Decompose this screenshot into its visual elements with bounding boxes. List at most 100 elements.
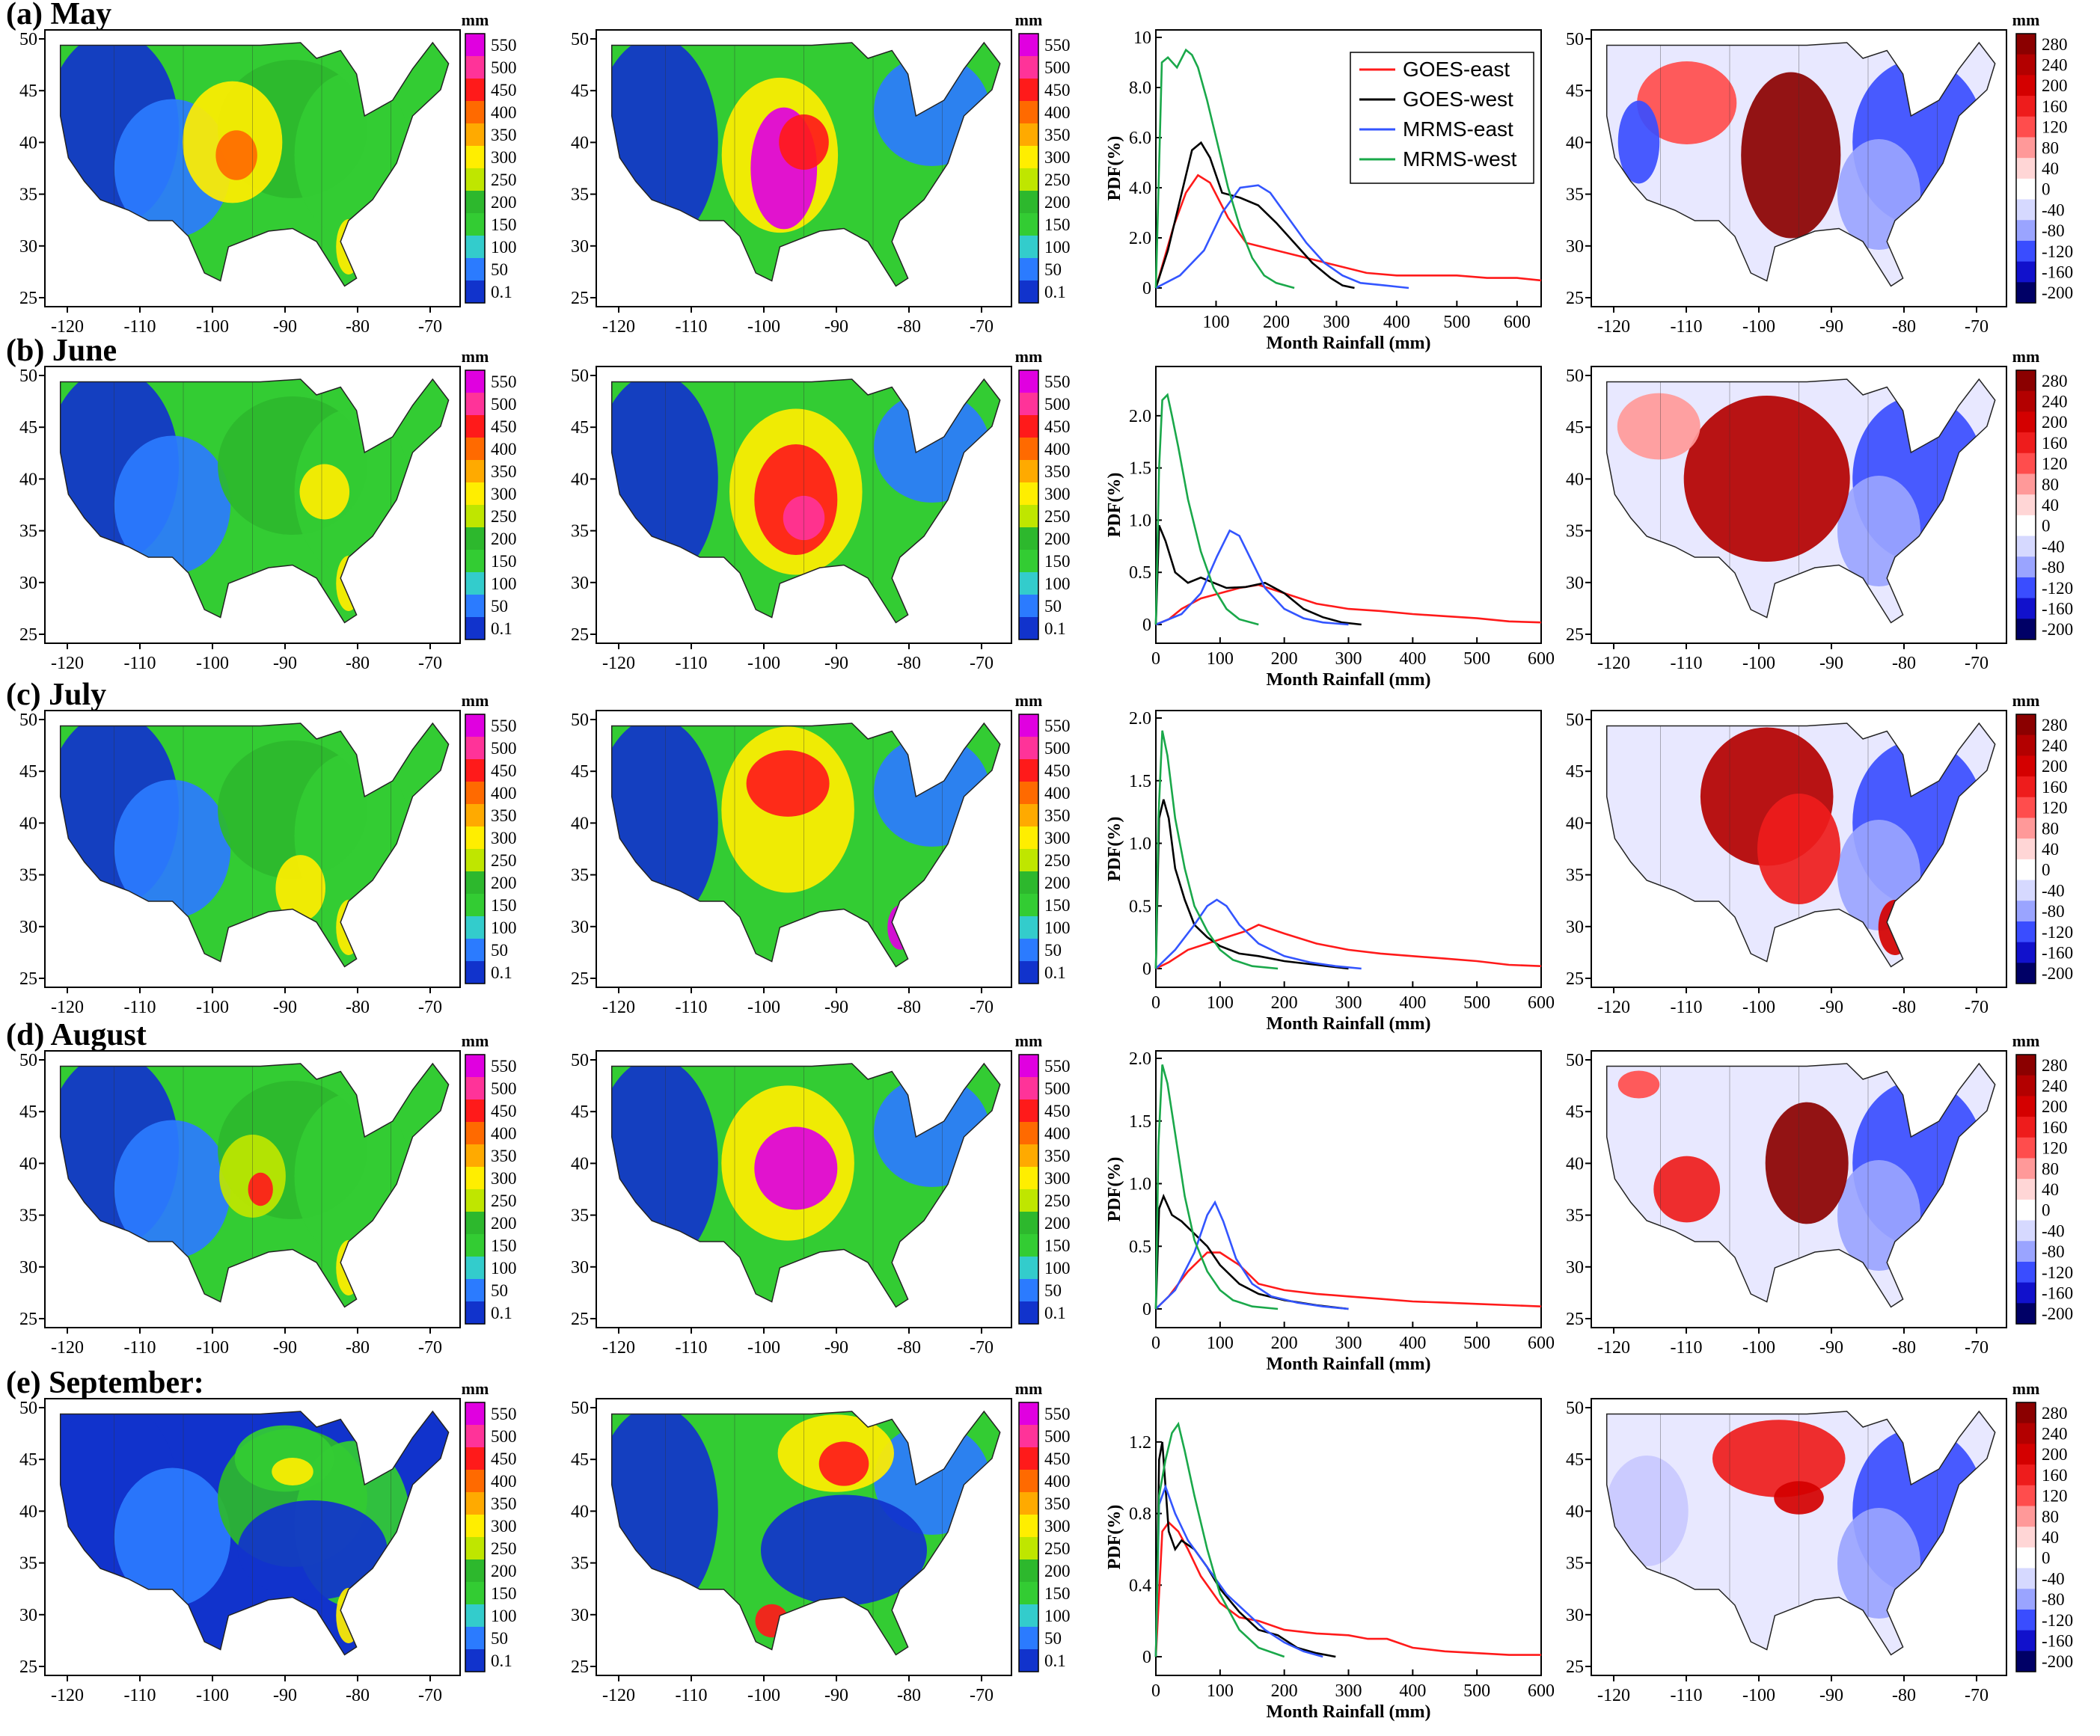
lon-tick-label: -90 <box>824 1686 848 1705</box>
colorbar-tick-label: 150 <box>1044 552 1071 571</box>
colorbar-tick-label: 450 <box>491 761 517 780</box>
colorbar-unit: mm <box>462 691 489 710</box>
us-outline <box>59 1410 450 1656</box>
colorbar-swatch <box>465 1425 485 1448</box>
colorbar-tick-label: 100 <box>1044 238 1071 257</box>
map-panel: -120 -110 -100 -90 -80 -70 50 45 40 35 30 25 <box>19 366 461 673</box>
colorbar-tick-label: 280 <box>2042 716 2068 734</box>
colorbar-tick-label: 400 <box>491 784 517 803</box>
y-tick-label: 0 <box>1142 1300 1151 1319</box>
colorbar-swatch <box>2016 178 2036 200</box>
colorbar-swatch <box>2016 859 2036 881</box>
colorbar-tick-label: 50 <box>1044 597 1062 616</box>
x-tick-label: 100 <box>1207 1681 1234 1701</box>
colorbar-tick-label: 80 <box>2042 819 2059 838</box>
map-panel: -120 -110 -100 -90 -80 -70 50 45 40 35 30 25 <box>571 1398 1012 1705</box>
colorbar-swatch <box>465 550 485 573</box>
colorbar-tick-label: 250 <box>1044 1539 1071 1558</box>
colorbar-swatch <box>1019 572 1038 595</box>
y-tick-label: 0 <box>1142 1648 1151 1667</box>
colorbar-tick-label: 0 <box>2042 180 2051 199</box>
rain-blob <box>114 1120 231 1259</box>
colorbar-tick-label: 40 <box>2042 496 2059 515</box>
rain-blob <box>1774 1481 1824 1515</box>
colorbar-swatch <box>2016 34 2036 55</box>
colorbar-tick-label: 350 <box>491 1494 517 1513</box>
lat-tick-label: 35 <box>19 1554 37 1574</box>
lat-tick-label: 45 <box>571 1450 589 1470</box>
x-tick-label: 400 <box>1399 1334 1426 1353</box>
map-panel: -120 -110 -100 -90 -80 -70 50 45 40 35 30 25 <box>1566 1398 2007 1705</box>
colorbar-swatch <box>465 1470 485 1493</box>
colorbar-frame <box>1018 1054 1039 1325</box>
lat-tick-label: 45 <box>19 418 37 438</box>
lat-tick-label: 35 <box>19 185 37 205</box>
colorbar-tick-label: 400 <box>1044 784 1071 803</box>
colorbar-frame <box>465 1054 486 1325</box>
colorbar-swatch <box>2016 453 2036 474</box>
lon-tick-label: -110 <box>675 317 707 337</box>
colorbar-tick-label: 80 <box>2042 1507 2059 1526</box>
colorbar-tick-label: 550 <box>1044 36 1071 55</box>
colorbar-tick-label: 450 <box>1044 81 1071 99</box>
lat-tick-label: 45 <box>1566 762 1584 782</box>
colorbar-swatch <box>465 213 485 236</box>
colorbar-tick-label: -120 <box>2042 579 2073 598</box>
colorbar-frame <box>1018 33 1039 304</box>
us-outline <box>1605 41 1996 287</box>
colorbar-swatch <box>465 1257 485 1280</box>
rain-blob <box>272 1458 313 1485</box>
colorbar-frame <box>2015 33 2036 304</box>
x-tick-label: 200 <box>1271 1681 1298 1701</box>
lon-tick-label: -70 <box>418 1338 442 1358</box>
rain-blob <box>783 495 825 541</box>
colorbar-tick-label: 500 <box>1044 739 1071 758</box>
colorbar-tick-label: 350 <box>1044 1147 1071 1165</box>
lat-tick-label: 25 <box>1566 969 1584 989</box>
map-panel: -120 -110 -100 -90 -80 -70 50 45 40 35 30 25 <box>1566 29 2007 337</box>
pdf-chart: 0 100 200 300 400 500 600 0 0.4 0.8 1.2 Month Rainf… <box>1105 1398 1555 1722</box>
colorbar-tick-label: -40 <box>2042 1569 2065 1588</box>
x-tick-label: 400 <box>1383 313 1410 332</box>
lon-tick-label: -110 <box>123 1686 156 1705</box>
colorbar-swatch <box>1019 460 1038 483</box>
colorbar-frame <box>465 369 486 640</box>
colorbar-tick-label: 120 <box>2042 799 2068 818</box>
x-tick-label: 600 <box>1528 1681 1555 1701</box>
colorbar-unit: mm <box>1015 1379 1043 1398</box>
colorbar-tick-label: 150 <box>1044 1236 1071 1255</box>
colorbar-frame <box>465 1402 486 1672</box>
x-axis-label: Month Rainfall (mm) <box>1267 1355 1431 1374</box>
colorbar-tick-label: -120 <box>2042 1611 2073 1630</box>
x-tick-label: 300 <box>1335 649 1362 669</box>
colorbar-swatch <box>1019 1301 1038 1325</box>
lon-tick-label: -100 <box>1742 654 1775 673</box>
colorbar-swatch <box>2016 1589 2036 1610</box>
lat-tick-label: 40 <box>1566 1502 1584 1521</box>
colorbar-tick-label: 550 <box>491 1405 517 1423</box>
lon-tick-label: -110 <box>1670 654 1702 673</box>
lat-tick-label: 50 <box>571 711 589 730</box>
map-panel: -120 -110 -100 -90 -80 -70 50 45 40 35 30 25 <box>1566 1050 2007 1358</box>
colorbar-tick-label: 300 <box>1044 485 1071 503</box>
rain-blob <box>1683 396 1850 562</box>
lat-tick-label: 40 <box>19 1154 37 1174</box>
colorbar-tick-label: 300 <box>1044 1169 1071 1188</box>
colorbar-tick-label: 280 <box>2042 1404 2068 1423</box>
colorbar-tick-label: 0.1 <box>1044 1304 1066 1322</box>
colorbar-swatch <box>465 123 485 147</box>
colorbar-tick-label: 160 <box>2042 1118 2068 1137</box>
colorbar-tick-label: 40 <box>2042 1180 2059 1199</box>
colorbar-tick-label: 150 <box>491 1584 517 1603</box>
lon-tick-label: -100 <box>196 317 229 337</box>
colorbar-tick-label: 450 <box>1044 761 1071 780</box>
colorbar-swatch <box>2016 1096 2036 1117</box>
y-tick-label: 0.8 <box>1129 1505 1151 1524</box>
colorbar-tick-label: 450 <box>1044 417 1071 436</box>
rain-blob <box>1757 794 1840 904</box>
colorbar-tick-label: 200 <box>1044 193 1071 212</box>
colorbar-tick-label: -160 <box>2042 263 2073 281</box>
colorbar-tick-label: 350 <box>491 1147 517 1165</box>
colorbar-tick-label: -160 <box>2042 1631 2073 1650</box>
